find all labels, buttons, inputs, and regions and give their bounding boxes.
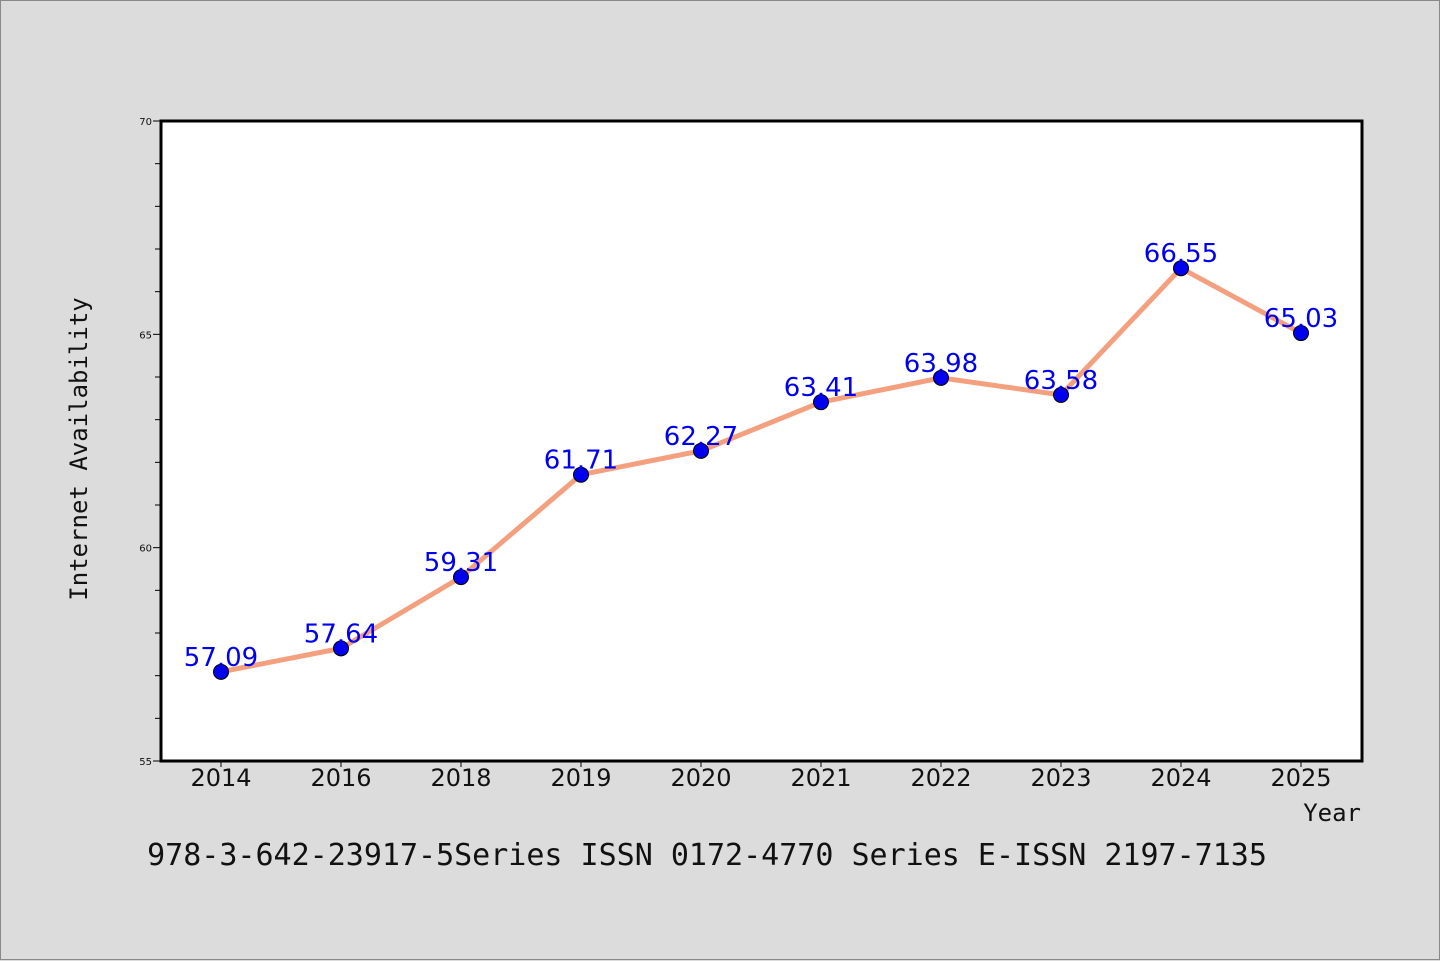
- x-tick-label: 2019: [550, 764, 611, 792]
- x-tick-label: 2022: [910, 764, 971, 792]
- x-axis-label: Year: [1303, 799, 1361, 827]
- x-tick-label: 2025: [1270, 764, 1331, 792]
- caption-text: 978-3-642-23917-5Series ISSN 0172-4770 S…: [147, 838, 1267, 873]
- y-tick-label: 70: [139, 117, 152, 128]
- data-label-layer: 57.09 57.64 59.31 61.71 62.27 63.41 63.98 63.58…: [184, 239, 1338, 673]
- data-point: [693, 442, 709, 459]
- y-tick-label: 65: [139, 330, 152, 341]
- x-tick-label: 2016: [310, 764, 371, 792]
- data-point: [1053, 386, 1069, 403]
- data-label: 65.03: [1264, 304, 1338, 334]
- x-tick-label: 2021: [790, 764, 851, 792]
- data-label: 63.58: [1024, 366, 1098, 396]
- data-label: 57.64: [304, 619, 378, 649]
- y-tick-label: 55: [139, 757, 152, 768]
- series-marker-layer: [213, 260, 1309, 680]
- data-point: [573, 466, 589, 483]
- data-label: 63.98: [904, 349, 978, 379]
- data-point: [1293, 325, 1309, 342]
- x-tick-label: 2023: [1030, 764, 1091, 792]
- y-axis-ticks: 55 60 65 70: [139, 117, 161, 768]
- data-point: [213, 663, 229, 680]
- data-point: [1173, 260, 1189, 277]
- data-label: 59.31: [424, 548, 498, 578]
- data-point: [933, 369, 949, 386]
- data-label: 63.41: [784, 373, 858, 403]
- data-label: 62.27: [664, 422, 738, 452]
- y-tick-label: 60: [139, 544, 152, 555]
- data-point: [453, 569, 469, 586]
- data-point: [813, 394, 829, 411]
- x-tick-label: 2020: [670, 764, 731, 792]
- data-label: 57.09: [184, 643, 258, 673]
- data-label: 61.71: [544, 446, 618, 476]
- plot-area: [159, 119, 1364, 763]
- x-tick-label: 2018: [430, 764, 491, 792]
- x-tick-label: 2024: [1150, 764, 1211, 792]
- series-line-layer: [218, 265, 1304, 675]
- data-point: [333, 640, 349, 657]
- y-axis-label: Internet Availability: [65, 297, 93, 600]
- x-tick-label: 2014: [190, 764, 251, 792]
- x-axis-ticks: 2014 2016 2018 2019 2020 2021 2022 2023 2024 2025: [190, 761, 1332, 792]
- data-label: 66.55: [1144, 239, 1218, 269]
- series-line: [218, 265, 1304, 675]
